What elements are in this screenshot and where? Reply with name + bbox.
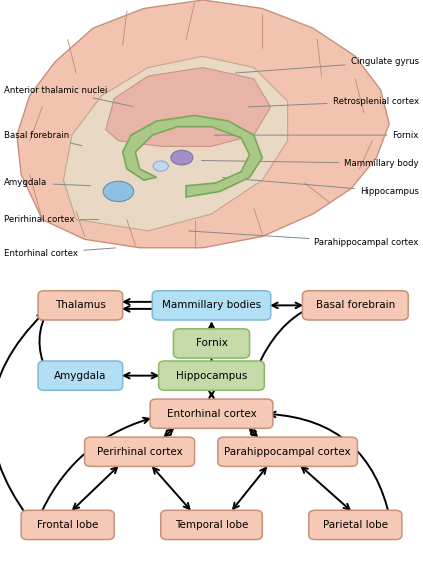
Circle shape bbox=[103, 181, 134, 202]
FancyBboxPatch shape bbox=[38, 361, 123, 390]
FancyBboxPatch shape bbox=[218, 437, 357, 466]
Text: Retrosplenial cortex: Retrosplenial cortex bbox=[248, 97, 419, 107]
Text: Temporal lobe: Temporal lobe bbox=[175, 520, 248, 530]
FancyBboxPatch shape bbox=[159, 361, 264, 390]
Text: Basal forebrain: Basal forebrain bbox=[316, 301, 395, 310]
FancyBboxPatch shape bbox=[152, 291, 271, 320]
Polygon shape bbox=[106, 68, 271, 146]
Text: Mammillary bodies: Mammillary bodies bbox=[162, 301, 261, 310]
Polygon shape bbox=[123, 115, 262, 197]
Text: Thalamus: Thalamus bbox=[55, 301, 106, 310]
Text: Hippocampus: Hippocampus bbox=[223, 177, 419, 196]
FancyBboxPatch shape bbox=[150, 399, 273, 428]
Text: Parietal lobe: Parietal lobe bbox=[323, 520, 388, 530]
Text: Amygdala: Amygdala bbox=[54, 370, 107, 381]
Text: Perirhinal cortex: Perirhinal cortex bbox=[97, 447, 182, 457]
Text: Basal forebrain: Basal forebrain bbox=[4, 131, 82, 146]
Text: Fornix: Fornix bbox=[195, 338, 228, 348]
Text: Parahippocampal cortex: Parahippocampal cortex bbox=[224, 447, 351, 457]
Polygon shape bbox=[63, 56, 288, 231]
FancyBboxPatch shape bbox=[38, 291, 123, 320]
Text: Hippocampus: Hippocampus bbox=[176, 370, 247, 381]
Text: Perirhinal cortex: Perirhinal cortex bbox=[4, 215, 99, 224]
FancyBboxPatch shape bbox=[173, 329, 250, 358]
Text: Entorhinal cortex: Entorhinal cortex bbox=[167, 409, 256, 419]
Text: Entorhinal cortex: Entorhinal cortex bbox=[4, 248, 115, 258]
Text: Parahippocampal cortex: Parahippocampal cortex bbox=[189, 231, 419, 247]
Text: Frontal lobe: Frontal lobe bbox=[37, 520, 99, 530]
FancyBboxPatch shape bbox=[21, 510, 114, 539]
Polygon shape bbox=[17, 0, 389, 248]
Text: Mammillary body: Mammillary body bbox=[202, 159, 419, 168]
FancyBboxPatch shape bbox=[309, 510, 402, 539]
Text: Fornix: Fornix bbox=[214, 131, 419, 140]
FancyBboxPatch shape bbox=[302, 291, 408, 320]
Circle shape bbox=[153, 161, 168, 171]
Circle shape bbox=[171, 150, 193, 165]
Text: Amygdala: Amygdala bbox=[4, 178, 90, 187]
Text: Cingulate gyrus: Cingulate gyrus bbox=[236, 57, 419, 73]
Text: Anterior thalamic nuclei: Anterior thalamic nuclei bbox=[4, 86, 133, 106]
FancyBboxPatch shape bbox=[85, 437, 195, 466]
FancyBboxPatch shape bbox=[161, 510, 262, 539]
